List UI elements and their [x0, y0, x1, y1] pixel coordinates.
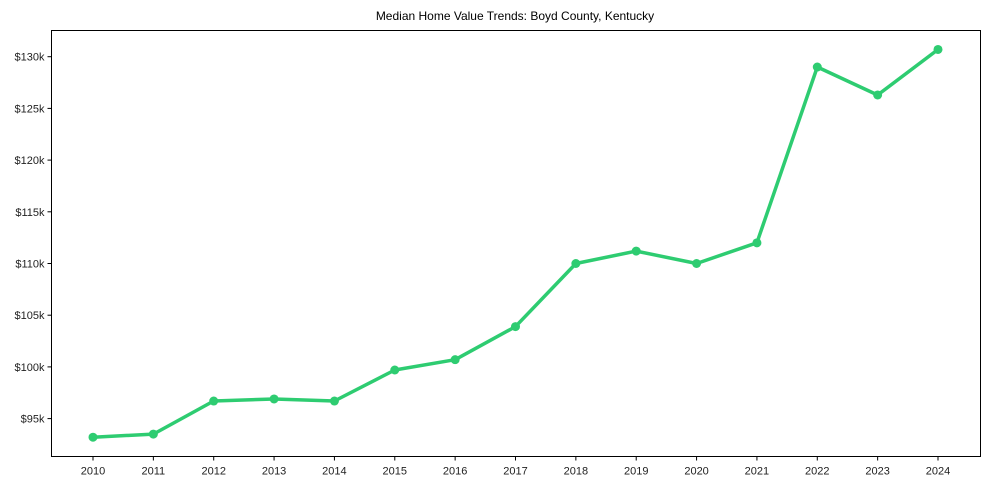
x-tick-label: 2011: [142, 466, 166, 478]
y-tick-label: $110k: [15, 259, 45, 271]
x-tick-label: 2018: [564, 466, 588, 478]
data-point: [390, 365, 400, 375]
data-point: [933, 44, 943, 54]
series-line: [91, 47, 940, 439]
data-point: [329, 396, 339, 406]
data-point: [631, 246, 641, 256]
x-tick-label: 2021: [745, 466, 769, 478]
data-point: [511, 322, 520, 332]
data-point: [692, 259, 702, 268]
x-tick-label: 2010: [81, 466, 105, 478]
y-tick-label: $105k: [15, 310, 45, 322]
data-point: [88, 432, 98, 442]
y-tick-label: $115k: [15, 207, 45, 219]
data-point: [148, 429, 158, 439]
x-tick-label: 2014: [322, 466, 346, 478]
x-tick-label: 2015: [383, 466, 407, 478]
y-tick-label: $120k: [15, 155, 45, 167]
data-point: [812, 62, 822, 72]
data-markers: [88, 44, 943, 442]
data-point: [209, 396, 219, 406]
x-tick-label: 2019: [624, 466, 648, 478]
y-tick-label: $100k: [15, 362, 45, 374]
data-point: [269, 394, 279, 404]
y-tick-label: $95k: [21, 414, 45, 426]
y-tick-label: $130k: [15, 52, 45, 64]
x-axis: 2010 2011 2012 2013 2014 2015 2016 2017 2018 2019…: [81, 456, 950, 478]
x-tick-label: 2023: [865, 466, 889, 478]
x-tick-label: 2013: [262, 466, 286, 478]
chart-title: Median Home Value Trends: Boyd County, K…: [376, 9, 654, 23]
data-point: [752, 238, 762, 248]
x-tick-label: 2016: [443, 466, 467, 478]
data-point: [571, 259, 581, 268]
data-point: [873, 90, 883, 100]
y-tick-label: $125k: [15, 103, 45, 115]
x-tick-label: 2020: [684, 466, 708, 478]
x-tick-label: 2022: [805, 466, 829, 478]
y-axis: $95k $100k $105k $110k $115k $120k $125k $130k: [15, 52, 52, 426]
x-tick-label: 2024: [926, 466, 950, 478]
plot-frame: [51, 30, 981, 457]
x-tick-label: 2017: [503, 466, 527, 478]
data-point: [450, 355, 460, 365]
x-tick-label: 2012: [201, 466, 225, 478]
